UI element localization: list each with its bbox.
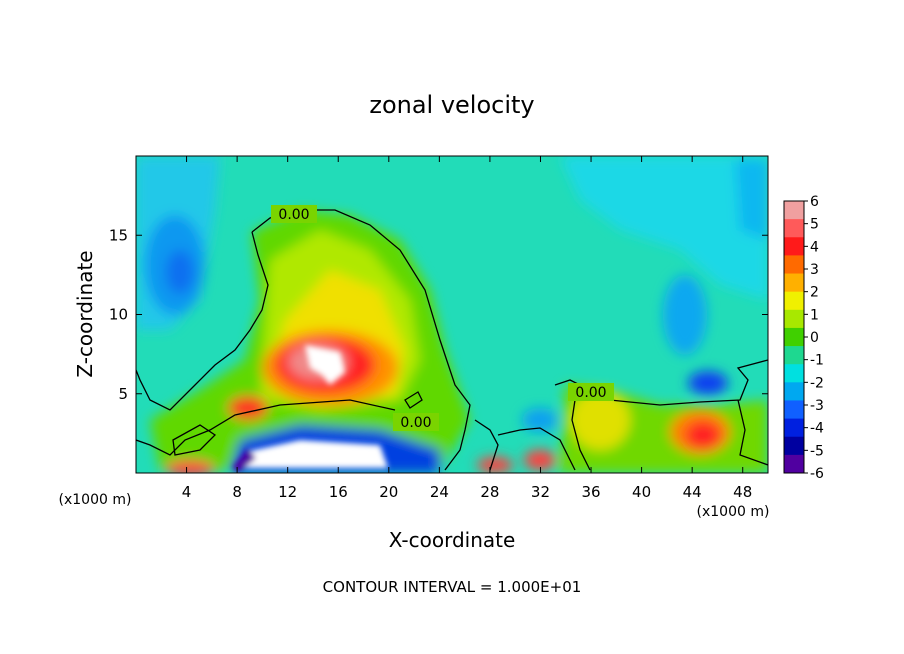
x-tick-label: 8: [232, 483, 242, 501]
y-tick-label: 5: [118, 385, 128, 403]
colorbar-swatch: [784, 454, 804, 474]
colorbar-tick-label: -4: [810, 421, 824, 437]
cyan-region-upper: [560, 156, 768, 300]
colorbar-tick-label: -5: [810, 443, 824, 459]
colorbar-tick-label: -1: [810, 353, 824, 369]
x-tick-label: 40: [632, 483, 651, 501]
colorbar-swatch: [784, 291, 804, 311]
min-core: [240, 440, 388, 468]
colorbar-tick-label: 3: [810, 262, 819, 278]
contour-interval-footer: CONTOUR INTERVAL = 1.000E+01: [323, 578, 582, 596]
blue-patch-right-mid: [663, 275, 707, 355]
colorbar-swatch: [784, 201, 804, 220]
colorbar-tick-label: 2: [810, 285, 819, 301]
contour-label-1: 0.00: [278, 207, 309, 223]
colorbar-swatch: [784, 255, 804, 275]
x-tick-label: 28: [480, 483, 499, 501]
colorbar-swatch: [784, 364, 804, 383]
y-axis-label: Z-coordinate: [73, 250, 97, 377]
chart-title: zonal velocity: [369, 91, 534, 119]
x-tick-label: 16: [329, 483, 348, 501]
red-patch-bottom-32: [524, 450, 556, 470]
colorbar-swatch: [784, 346, 804, 365]
red-patch-right: [685, 421, 721, 449]
colorbar-tick-label: 0: [810, 330, 819, 346]
contour-label-2: 0.00: [575, 385, 606, 401]
x-tick-label: 32: [531, 483, 550, 501]
x-axis-label: X-coordinate: [389, 528, 516, 552]
x-tick-label: 24: [430, 483, 449, 501]
negative-edge: [232, 448, 256, 472]
colorbar-tick-label: -6: [810, 466, 824, 482]
colorbar-swatch: [784, 436, 804, 456]
x-tick-label: 12: [278, 483, 297, 501]
y-axis-ticks: 5 10 15: [109, 226, 768, 403]
x-tick-label: 48: [733, 483, 752, 501]
colorbar: 6 5 4 3 2 1 0 -1 -2 -3 -4 -5 -6: [783, 194, 824, 482]
red-patch-bottom-left: [165, 460, 215, 473]
blue-patch-right: [688, 371, 728, 395]
x-tick-label: 36: [581, 483, 600, 501]
colorbar-swatch: [784, 382, 804, 401]
yellow-patch-right: [570, 390, 630, 450]
contour-label-bg-1: [271, 205, 317, 223]
colorbar-tick-label: 4: [810, 239, 819, 255]
contour-label-bg-2: [568, 383, 614, 401]
red-blob-left: [228, 396, 268, 420]
colorbar-swatch: [784, 273, 804, 293]
colorbar-swatch: [784, 400, 804, 420]
x-axis-ticks: 4 8 12 16 20 24 28 32 36 40 44 48: [182, 156, 752, 501]
colorbar-swatch: [784, 219, 804, 238]
y-tick-label: 10: [109, 306, 128, 324]
colorbar-swatch: [784, 418, 804, 438]
x-tick-label: 20: [379, 483, 398, 501]
contour-label-bg-3: [393, 413, 439, 431]
x-tick-label: 44: [683, 483, 702, 501]
colorbar-swatch: [784, 327, 804, 347]
colorbar-tick-label: 5: [810, 217, 819, 233]
upper-right-corner-blue: [735, 160, 768, 240]
velocity-field: 0.00 0.00 0.00: [136, 156, 768, 473]
blue-core-upper-left: [166, 250, 194, 294]
colorbar-tick-label: -3: [810, 398, 824, 414]
colorbar-tick-label: -2: [810, 375, 824, 391]
y-tick-label: 15: [109, 226, 128, 244]
blue-patch-bottom-mid: [522, 408, 558, 432]
colorbar-swatch: [784, 237, 804, 256]
max-core: [305, 345, 345, 385]
contour-label-3: 0.00: [400, 415, 431, 431]
colorbar-tick-label: 6: [810, 194, 819, 210]
x-axis-unit-left: (x1000 m): [59, 492, 132, 508]
x-tick-label: 4: [182, 483, 192, 501]
red-patch-bottom-28: [477, 457, 513, 473]
colorbar-tick-label: 1: [810, 307, 819, 323]
colorbar-swatch: [784, 309, 804, 329]
x-axis-unit-right: (x1000 m): [697, 504, 770, 520]
